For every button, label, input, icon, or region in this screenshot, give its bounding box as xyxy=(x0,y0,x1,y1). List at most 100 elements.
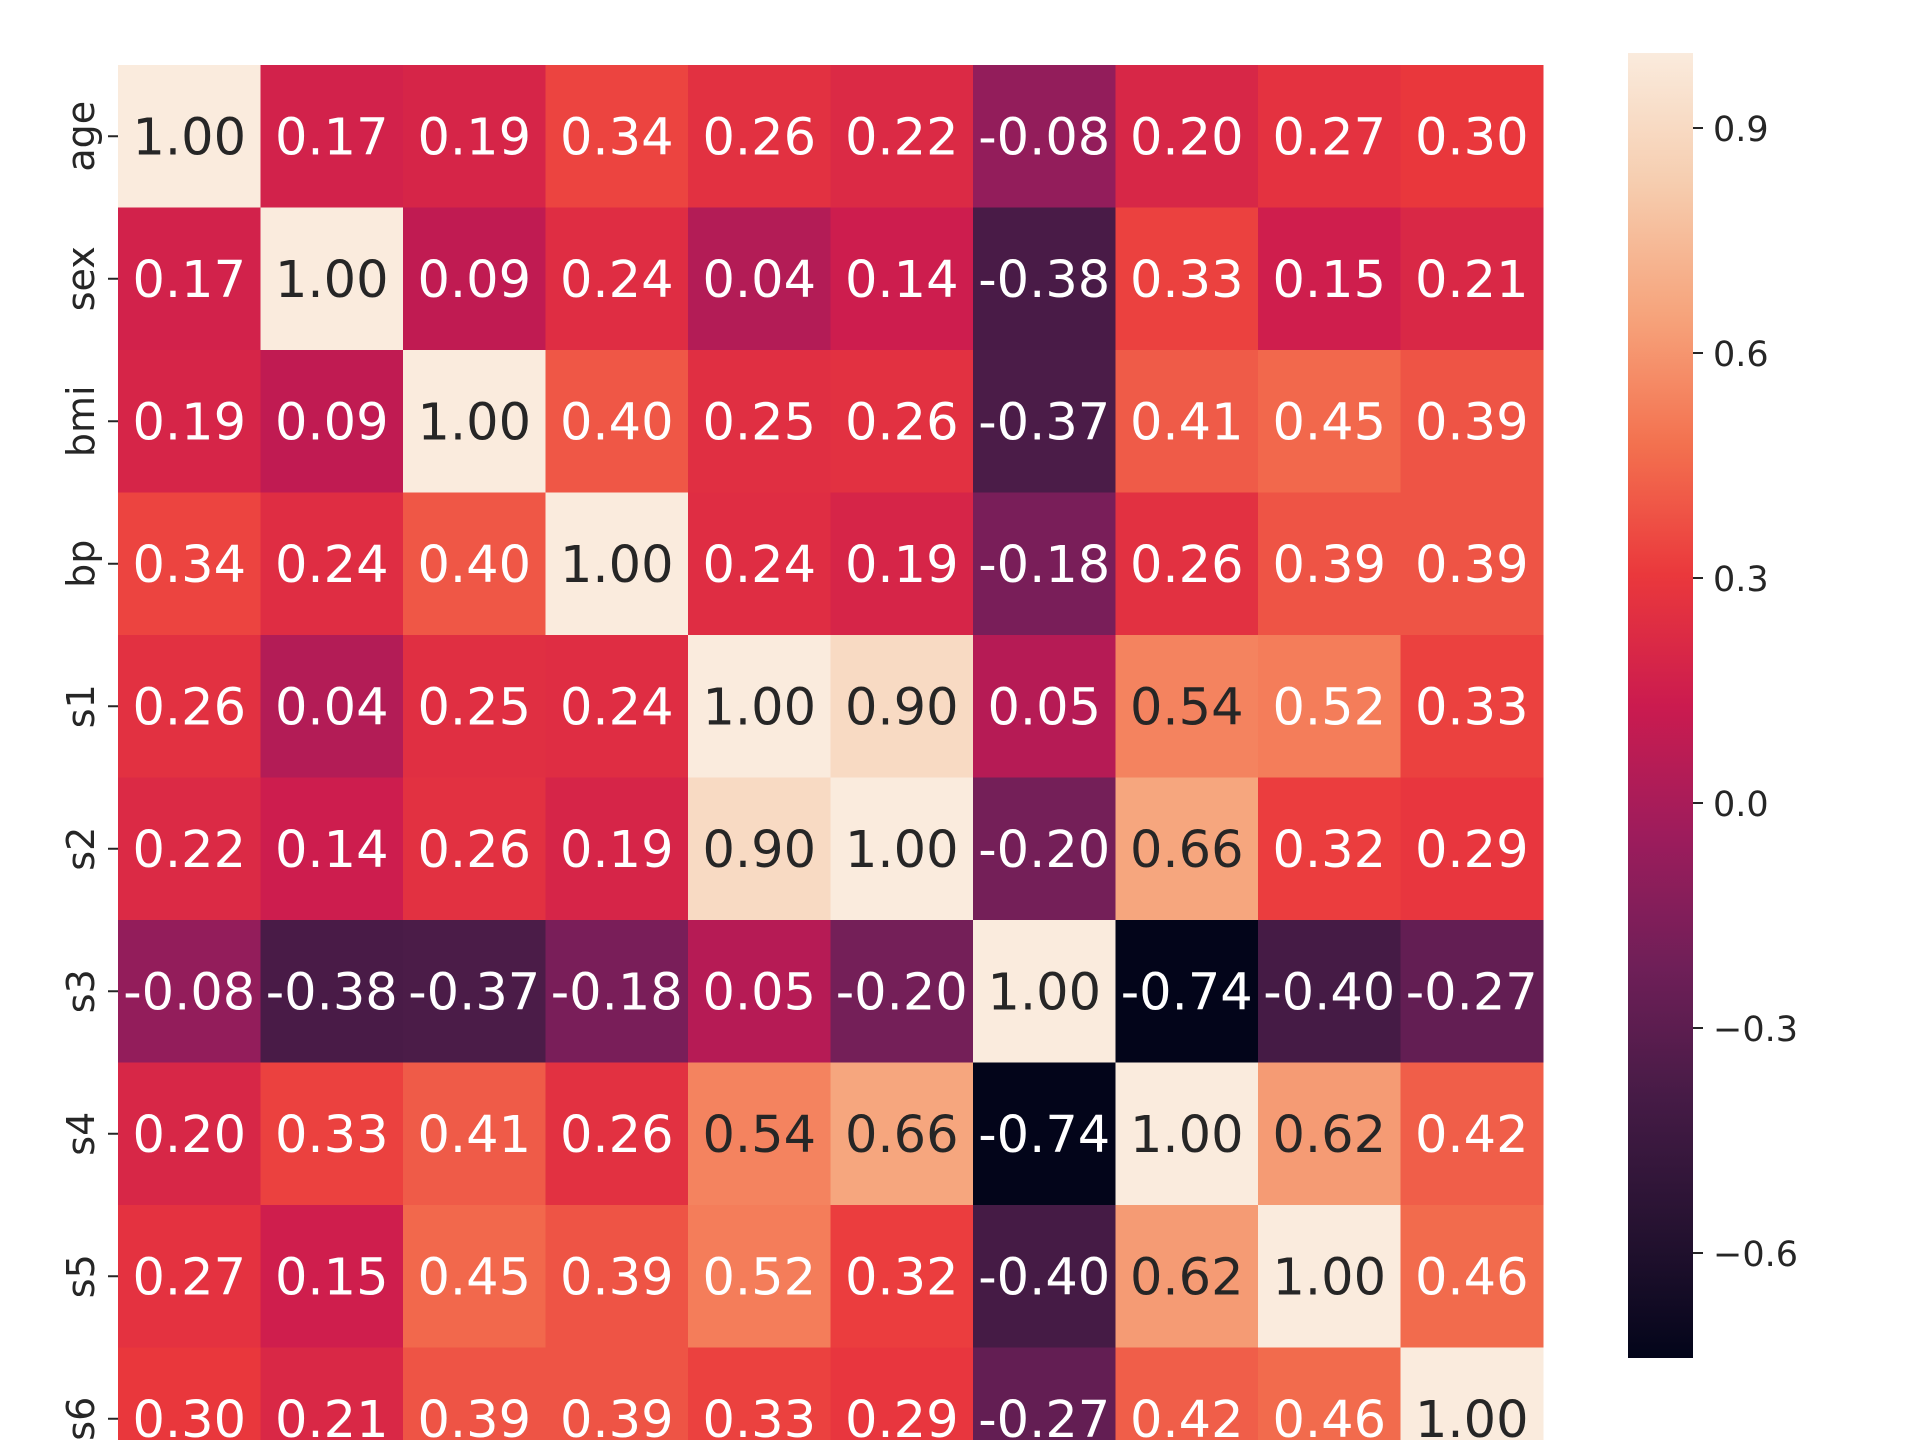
cell-value-s5-s1: 0.52 xyxy=(702,1248,816,1307)
cell-value-s4-bmi: 0.41 xyxy=(417,1106,531,1165)
heatmap-cell-sex-sex xyxy=(260,207,404,351)
heatmap-cell-s3-s1 xyxy=(688,920,831,1063)
cell-value-s5-s5: 1.00 xyxy=(1272,1248,1386,1307)
y-tick-label-s4: s4 xyxy=(59,1112,103,1156)
cell-value-s5-s2: 0.32 xyxy=(845,1248,959,1307)
heatmap-cell-s6-s5 xyxy=(1258,1347,1401,1440)
heatmap-cell-bp-s6 xyxy=(1400,492,1544,636)
heatmap-cell-s4-s2 xyxy=(830,1062,974,1206)
cell-value-s1-s4: 0.54 xyxy=(1130,678,1244,737)
cell-value-s3-bp: -0.18 xyxy=(551,963,683,1022)
cell-value-bp-s4: 0.26 xyxy=(1130,536,1244,595)
heatmap-cells xyxy=(118,65,1544,1440)
colorbar-tick-label-3: 0.0 xyxy=(1713,785,1769,825)
heatmap-cell-age-s6 xyxy=(1400,65,1544,208)
heatmap-cell-s2-s6 xyxy=(1400,777,1544,921)
colorbar-tick-label-2: 0.3 xyxy=(1713,560,1769,600)
heatmap-cell-s2-bp xyxy=(545,777,689,921)
cell-value-bmi-s6: 0.39 xyxy=(1415,393,1529,452)
y-tick-label-sex: sex xyxy=(59,246,103,311)
cell-value-bp-s3: -0.18 xyxy=(978,536,1110,595)
cell-value-s2-s2: 1.00 xyxy=(845,821,959,880)
heatmap-cell-s6-bmi xyxy=(403,1347,546,1440)
heatmap-cell-s1-bmi xyxy=(403,635,546,778)
cell-value-age-age: 1.00 xyxy=(132,108,246,167)
cell-value-age-s2: 0.22 xyxy=(845,108,959,167)
cell-value-s1-bp: 0.24 xyxy=(560,678,674,737)
heatmap-cell-s4-s6 xyxy=(1400,1062,1544,1206)
cell-value-s1-s5: 0.52 xyxy=(1272,678,1386,737)
heatmap-cell-s5-s1 xyxy=(688,1205,831,1348)
heatmap-cell-s5-s3 xyxy=(973,1205,1116,1348)
cell-value-bp-s6: 0.39 xyxy=(1415,536,1529,595)
cell-value-s6-age: 0.30 xyxy=(132,1391,246,1440)
heatmap-cell-s4-s5 xyxy=(1258,1062,1401,1206)
y-tick-label-s5: s5 xyxy=(59,1254,103,1298)
heatmap-cell-s4-s1 xyxy=(688,1062,831,1206)
cell-value-bmi-age: 0.19 xyxy=(132,393,246,452)
heatmap-cell-s5-s4 xyxy=(1115,1205,1259,1348)
cell-value-bp-s2: 0.19 xyxy=(845,536,959,595)
heatmap-cell-bp-bp xyxy=(545,492,689,636)
colorbar-tick-label-4: −0.3 xyxy=(1713,1010,1798,1050)
heatmap-cell-s6-bp xyxy=(545,1347,689,1440)
heatmap-cell-sex-s4 xyxy=(1115,207,1259,351)
cell-value-s6-s4: 0.42 xyxy=(1130,1391,1244,1440)
cell-value-s3-age: -0.08 xyxy=(123,963,255,1022)
cell-value-sex-s4: 0.33 xyxy=(1130,251,1244,310)
heatmap-cell-age-bmi xyxy=(403,65,546,208)
cell-value-s2-s3: -0.20 xyxy=(978,821,1110,880)
heatmap-cell-s3-s6 xyxy=(1400,920,1544,1063)
cell-value-bmi-bp: 0.40 xyxy=(560,393,674,452)
cell-value-s3-s4: -0.74 xyxy=(1121,963,1253,1022)
cell-value-age-s1: 0.26 xyxy=(702,108,816,167)
heatmap-cell-sex-age xyxy=(118,207,261,351)
heatmap-cell-s1-age xyxy=(118,635,261,778)
heatmap-cell-bmi-s3 xyxy=(973,350,1116,493)
heatmap-cell-bp-s5 xyxy=(1258,492,1401,636)
heatmap-cell-sex-s3 xyxy=(973,207,1116,351)
cell-value-sex-age: 0.17 xyxy=(132,251,246,310)
heatmap-cell-s2-age xyxy=(118,777,261,921)
heatmap-cell-s4-age xyxy=(118,1062,261,1206)
heatmap-cell-age-s5 xyxy=(1258,65,1401,208)
cell-value-s2-bp: 0.19 xyxy=(560,821,674,880)
cell-value-bp-bp: 1.00 xyxy=(560,536,674,595)
heatmap-cell-s6-s3 xyxy=(973,1347,1116,1440)
cell-value-s3-s3: 1.00 xyxy=(987,963,1101,1022)
cell-value-sex-s2: 0.14 xyxy=(845,251,959,310)
heatmap-cell-sex-s6 xyxy=(1400,207,1544,351)
heatmap-cell-bp-s2 xyxy=(830,492,974,636)
cell-value-bp-s1: 0.24 xyxy=(702,536,816,595)
heatmap-cell-bp-s1 xyxy=(688,492,831,636)
cell-value-s2-s5: 0.32 xyxy=(1272,821,1386,880)
heatmap-cell-s6-age xyxy=(118,1347,261,1440)
cell-value-s1-age: 0.26 xyxy=(132,678,246,737)
heatmap-cell-s3-bmi xyxy=(403,920,546,1063)
cell-value-age-s6: 0.30 xyxy=(1415,108,1529,167)
heatmap-cell-age-s3 xyxy=(973,65,1116,208)
heatmap-cell-s3-s5 xyxy=(1258,920,1401,1063)
heatmap-cell-s3-s3 xyxy=(973,920,1116,1063)
cell-value-bp-s5: 0.39 xyxy=(1272,536,1386,595)
cell-value-s1-s3: 0.05 xyxy=(987,678,1101,737)
heatmap-cell-bp-age xyxy=(118,492,261,636)
cell-value-s1-bmi: 0.25 xyxy=(417,678,531,737)
cell-value-s3-s6: -0.27 xyxy=(1406,963,1538,1022)
heatmap-cell-s1-s6 xyxy=(1400,635,1544,778)
cell-value-s4-age: 0.20 xyxy=(132,1106,246,1165)
cell-value-s4-s5: 0.62 xyxy=(1272,1106,1386,1165)
cell-value-s1-s6: 0.33 xyxy=(1415,678,1529,737)
cell-value-s1-sex: 0.04 xyxy=(275,678,389,737)
colorbar-tick-label-5: −0.6 xyxy=(1713,1235,1798,1275)
heatmap-cell-s2-s4 xyxy=(1115,777,1259,921)
cell-value-s2-s4: 0.66 xyxy=(1130,821,1244,880)
heatmap-cell-s3-sex xyxy=(260,920,404,1063)
y-tick-label-age: age xyxy=(59,101,103,172)
cell-value-s5-s3: -0.40 xyxy=(978,1248,1110,1307)
cell-value-s2-sex: 0.14 xyxy=(275,821,389,880)
heatmap-cell-s4-bmi xyxy=(403,1062,546,1206)
cell-value-sex-sex: 1.00 xyxy=(275,251,389,310)
heatmap-cell-s2-bmi xyxy=(403,777,546,921)
